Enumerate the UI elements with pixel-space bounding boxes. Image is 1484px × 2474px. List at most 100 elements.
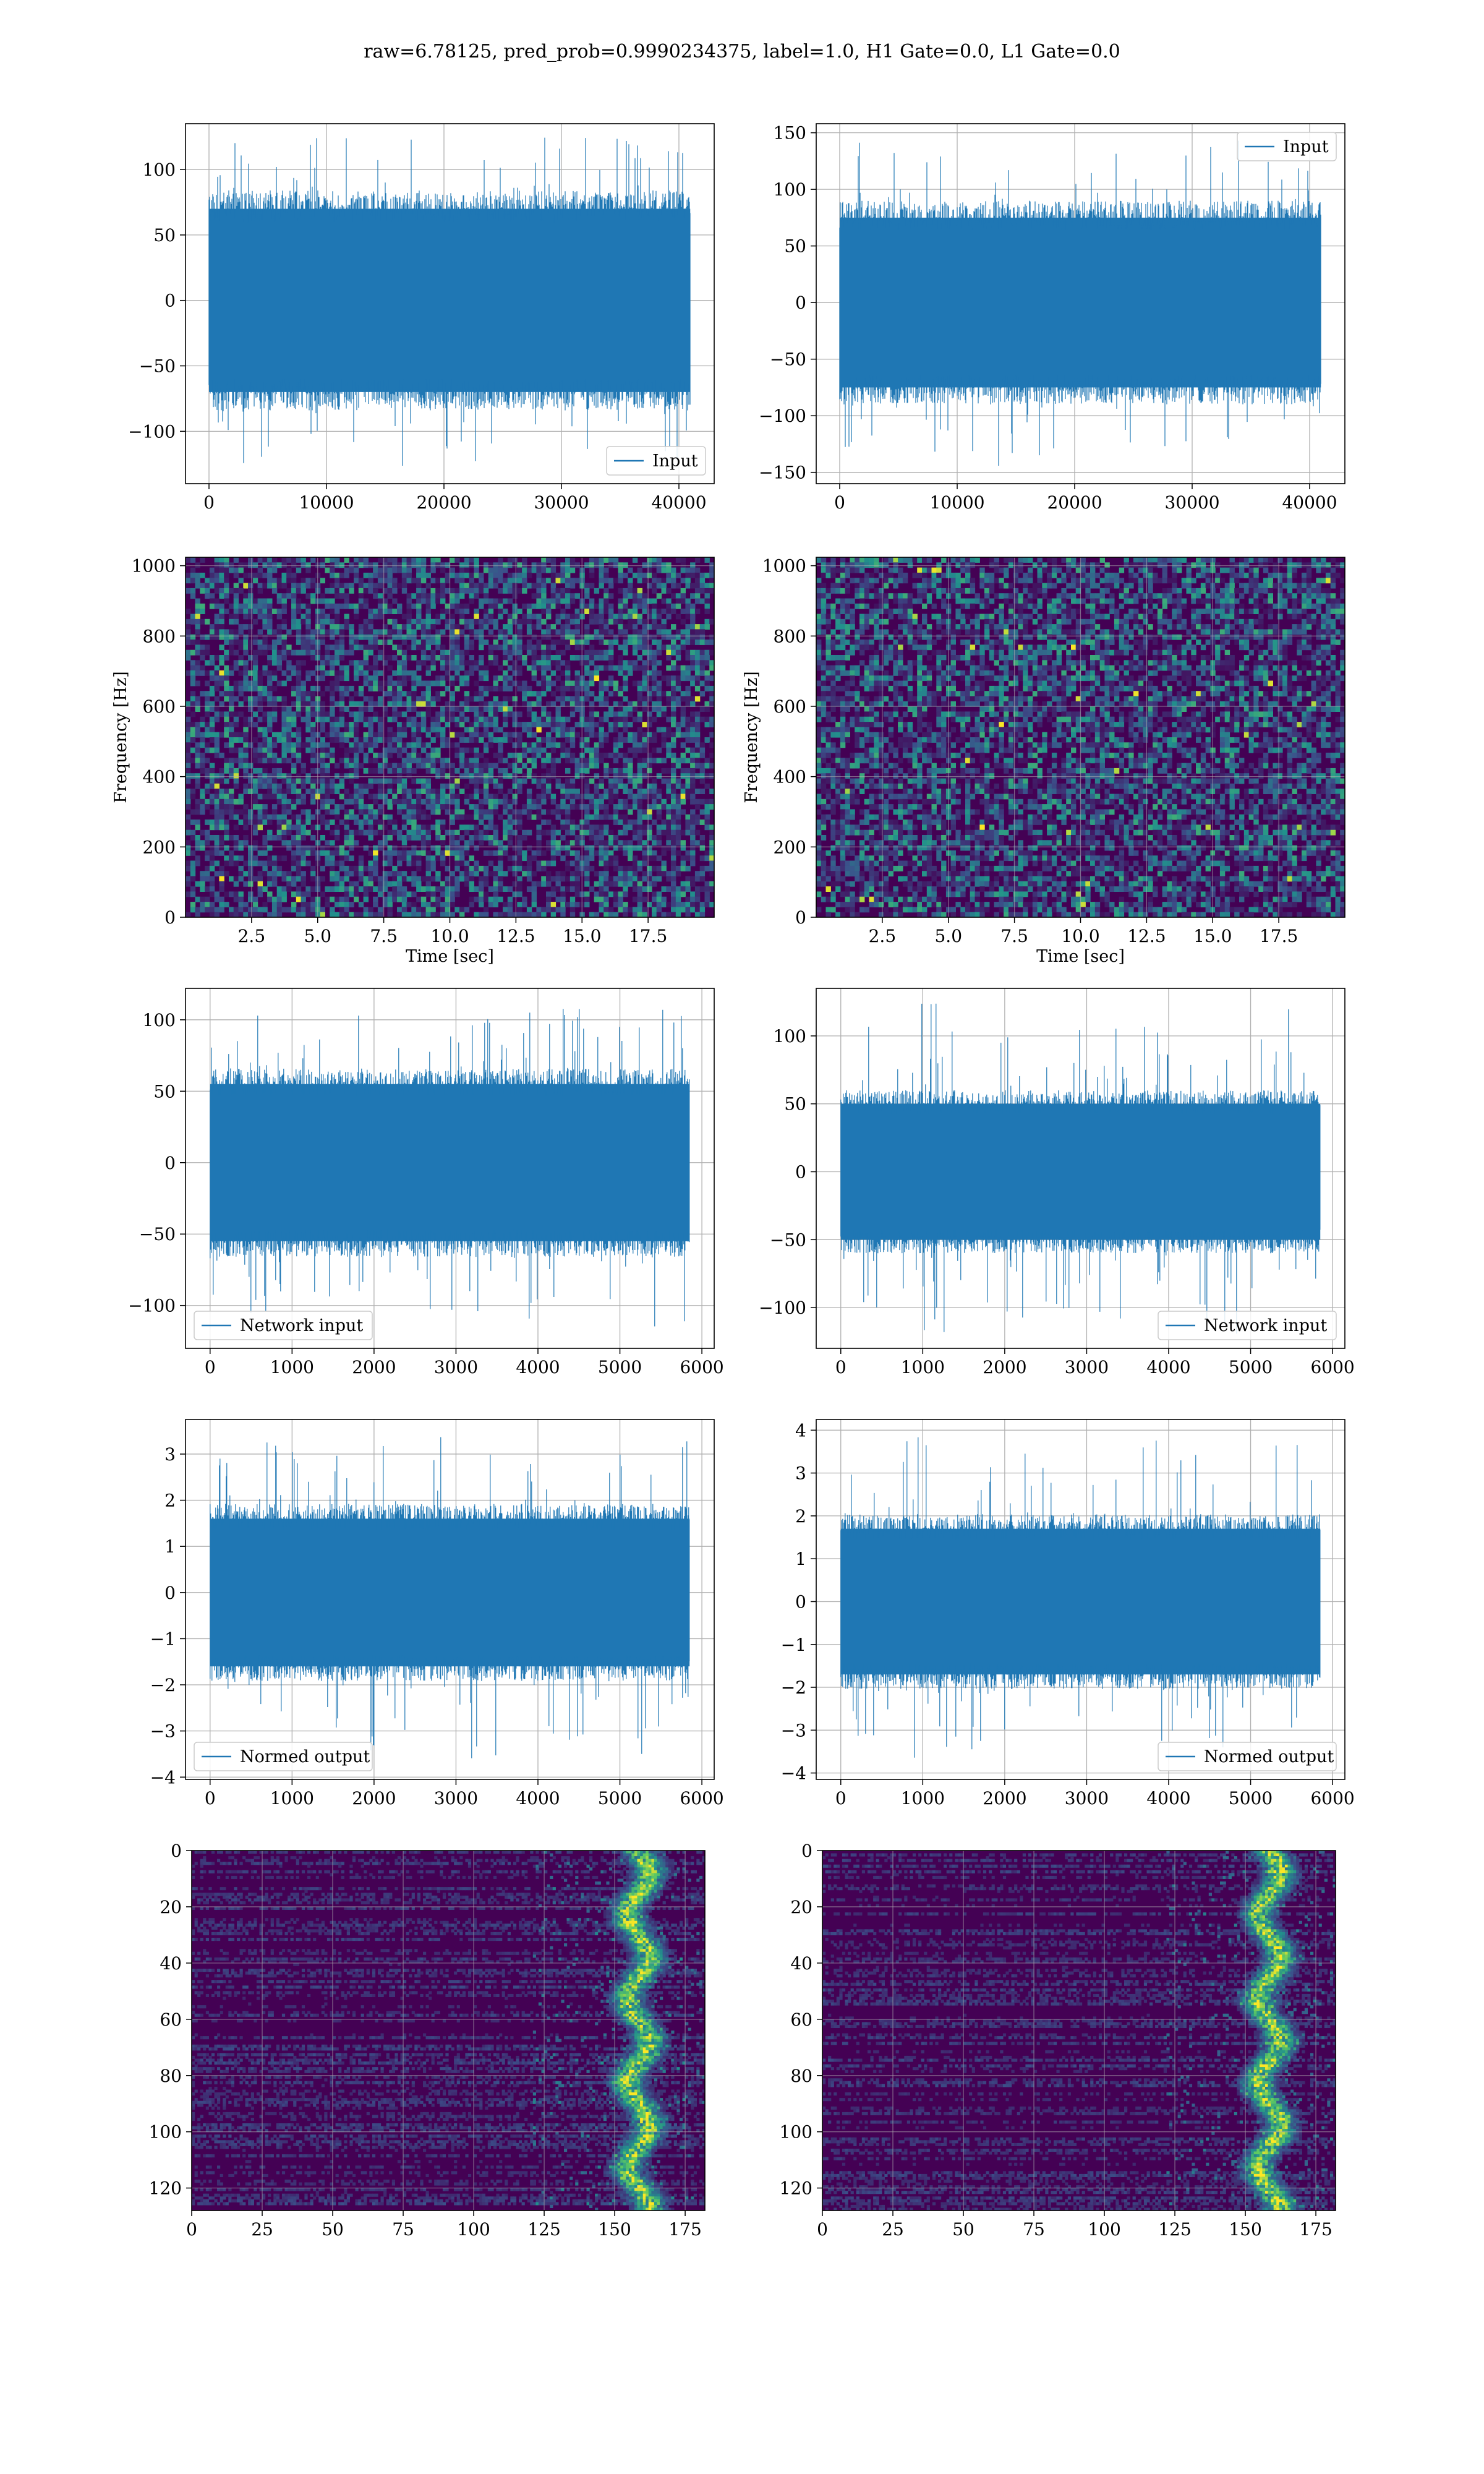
y-tick-label: 20 xyxy=(160,1897,182,1917)
y-tick-label: 80 xyxy=(790,2066,812,2086)
x-tick-label: 40000 xyxy=(651,492,706,513)
y-tick-label: −3 xyxy=(150,1721,176,1742)
x-tick-label: 6000 xyxy=(1310,1788,1354,1808)
y-tick-label: 400 xyxy=(774,767,806,787)
x-tick-label: 1000 xyxy=(901,1788,945,1808)
x-tick-label: 5.0 xyxy=(304,926,331,946)
x-tick-label: 2.5 xyxy=(869,926,897,946)
y-tick-label: 1000 xyxy=(132,556,176,576)
x-tick-label: 10000 xyxy=(299,492,354,513)
h1-network-input-panel: 0 1000 2000 3000 4000 5000 6000−100−50050100Ne… xyxy=(128,988,724,1377)
x-axis-label: Time [sec] xyxy=(1036,947,1125,966)
y-tick-label: 0 xyxy=(795,907,806,928)
x-tick-label: 4000 xyxy=(516,1357,560,1377)
y-tick-label: 50 xyxy=(153,1081,176,1102)
y-tick-label: 1 xyxy=(164,1536,176,1557)
h1-input-trace xyxy=(209,138,690,466)
y-tick-label: 0 xyxy=(164,1583,176,1603)
x-tick-label: 30000 xyxy=(1164,492,1219,513)
y-tick-label: 1 xyxy=(795,1549,806,1569)
y-tick-label: 100 xyxy=(774,179,806,200)
x-tick-label: 5000 xyxy=(1229,1357,1273,1377)
y-tick-label: −50 xyxy=(770,349,806,370)
x-tick-label: 5000 xyxy=(1229,1788,1273,1808)
x-tick-label: 10.0 xyxy=(1061,926,1099,946)
x-tick-label: 20000 xyxy=(1047,492,1102,513)
y-tick-label: −100 xyxy=(759,406,806,426)
y-axis-label: Frequency [Hz] xyxy=(742,671,761,803)
y-tick-label: −4 xyxy=(150,1767,176,1787)
x-tick-label: 1000 xyxy=(270,1788,314,1808)
x-tick-label: 0 xyxy=(834,492,845,513)
x-tick-label: 10000 xyxy=(929,492,984,513)
y-tick-label: 100 xyxy=(780,2122,812,2142)
y-tick-label: 100 xyxy=(143,160,176,180)
y-tick-label: 0 xyxy=(164,1153,176,1173)
x-tick-label: 5000 xyxy=(598,1357,642,1377)
legend-label: Input xyxy=(652,452,698,471)
y-tick-label: 50 xyxy=(784,236,806,257)
y-tick-label: −150 xyxy=(759,463,806,483)
x-tick-label: 5000 xyxy=(598,1788,642,1808)
h1-normed-output-panel: 0 1000 2000 3000 4000 5000 6000 −4 −3 −2 −1 0 1 2 3 Nor… xyxy=(150,1419,724,1808)
legend-label: Normed output xyxy=(1204,1747,1334,1766)
x-tick-label: 150 xyxy=(598,2219,631,2240)
x-tick-label: 4000 xyxy=(1146,1357,1190,1377)
h1-feature-map-image xyxy=(192,1851,706,2211)
y-tick-label: 50 xyxy=(153,225,176,246)
y-tick-label: 100 xyxy=(774,1026,806,1047)
x-tick-label: 75 xyxy=(392,2219,414,2240)
y-tick-label: 800 xyxy=(143,626,176,646)
l1-input-legend: Input xyxy=(1237,132,1336,161)
x-tick-label: 3000 xyxy=(434,1357,478,1377)
y-tick-label: 0 xyxy=(164,907,176,928)
h1-spectrogram-panel: 2.5 5.0 7.5 10.0 12.5 15.0 17.5020040060080010… xyxy=(111,556,715,966)
x-tick-label: 40000 xyxy=(1282,492,1337,513)
y-tick-label: −1 xyxy=(781,1635,806,1655)
l1-input-panel: 0 10000 20000 30000 40000 −150 −100 −50 0 50 100 15… xyxy=(759,123,1345,513)
x-tick-label: 0 xyxy=(203,492,215,513)
y-tick-label: 0 xyxy=(164,291,176,311)
x-tick-label: 17.5 xyxy=(1260,926,1298,946)
x-tick-label: 0 xyxy=(835,1788,846,1808)
l1-normed-output-legend: Normed output xyxy=(1158,1742,1336,1771)
x-tick-label: 0 xyxy=(835,1357,846,1377)
x-tick-label: 7.5 xyxy=(370,926,398,946)
x-tick-label: 2000 xyxy=(983,1357,1026,1377)
h1-input-panel: 0 10000 20000 30000 40000 −100 −50 0 50 100 Input xyxy=(128,124,714,513)
y-tick-label: −3 xyxy=(781,1720,806,1740)
l1-network-input-panel: 0 1000 2000 3000 4000 5000 6000 −100 −50 0 50 100 Ne… xyxy=(759,988,1355,1377)
y-axis-label: Frequency [Hz] xyxy=(111,671,130,803)
l1-normed-output-panel: 0 1000 2000 3000 4000 5000 6000 −4 −3 −2 −1 0 1 2 3 4 No… xyxy=(781,1419,1355,1808)
y-tick-label: 3 xyxy=(164,1444,176,1465)
x-tick-label: 0 xyxy=(817,2219,828,2240)
x-tick-label: 2000 xyxy=(352,1357,396,1377)
l1-feature-map-image xyxy=(822,1851,1336,2211)
h1-network-input-trace xyxy=(210,1009,689,1326)
x-tick-label: 2000 xyxy=(983,1788,1026,1808)
y-tick-label: 20 xyxy=(790,1897,812,1917)
legend-label: Normed output xyxy=(240,1747,370,1766)
y-tick-label: 120 xyxy=(149,2178,182,2199)
x-tick-label: 0 xyxy=(205,1357,216,1377)
l1-spectrogram-panel: 2.5 5.0 7.5 10.0 12.5 15.0 17.5 0 200 400 600 800 10… xyxy=(742,556,1345,966)
x-tick-label: 12.5 xyxy=(1127,926,1166,946)
y-tick-label: −4 xyxy=(781,1763,806,1784)
y-tick-label: 200 xyxy=(774,837,806,857)
x-tick-label: 6000 xyxy=(680,1788,723,1808)
y-tick-label: −100 xyxy=(128,1296,176,1316)
x-tick-label: 150 xyxy=(1229,2219,1261,2240)
x-tick-label: 15.0 xyxy=(563,926,601,946)
y-tick-label: 50 xyxy=(784,1094,806,1115)
l1-normed-output-trace xyxy=(841,1437,1320,1758)
h1-normed-output-trace xyxy=(210,1437,689,1758)
y-tick-label: 0 xyxy=(801,1841,812,1861)
x-tick-label: 10.0 xyxy=(430,926,469,946)
x-tick-label: 75 xyxy=(1023,2219,1045,2240)
x-tick-label: 50 xyxy=(322,2219,344,2240)
y-tick-label: 4 xyxy=(795,1420,806,1440)
y-tick-label: 80 xyxy=(160,2066,182,2086)
y-tick-label: −50 xyxy=(139,356,176,377)
x-tick-label: 125 xyxy=(1158,2219,1191,2240)
legend-label: Network input xyxy=(1204,1316,1327,1335)
